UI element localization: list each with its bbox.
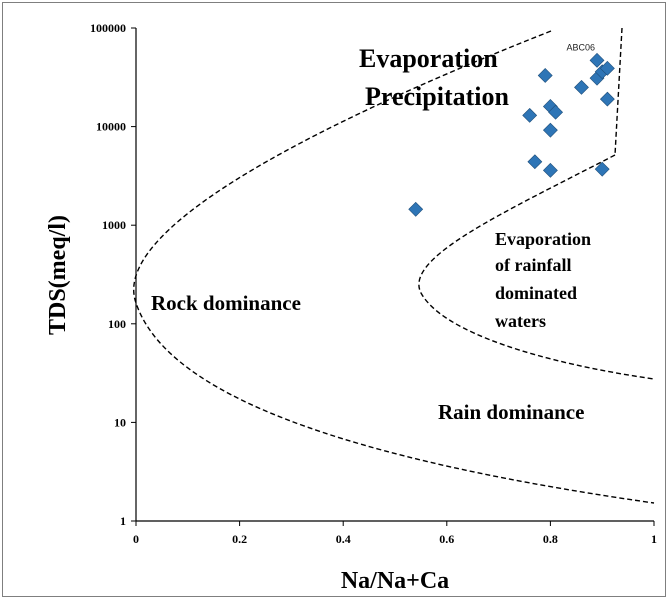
x-tick-label: 1 [651, 532, 657, 546]
rain-dominance-label: Rain dominance [438, 400, 584, 424]
data-point [594, 161, 610, 177]
data-point [522, 107, 538, 123]
rainfall-evaporation-label-3: dominated [495, 283, 577, 303]
data-point [537, 68, 553, 83]
precipitation-region-label: Precipitation [365, 82, 509, 111]
x-tick-label: 0.2 [232, 532, 247, 546]
data-point [527, 154, 543, 170]
data-point [599, 91, 615, 107]
data-point-label: ABC06 [566, 42, 595, 52]
data-point [548, 104, 564, 120]
evaporation-boundary-line [614, 27, 623, 156]
data-point [589, 52, 605, 68]
y-tick-label: 100 [108, 317, 126, 331]
rainfall-evaporation-label-4: waters [495, 311, 546, 331]
axis-ticks: 0 0.2 0.4 0.6 0.8 1 1 10 100 1000 10000 100000 [90, 21, 657, 546]
data-points: ABC06 [408, 42, 615, 217]
rainfall-evaporation-label-1: Evaporation [495, 229, 591, 249]
data-point [542, 162, 558, 178]
data-point [574, 79, 589, 95]
y-tick-label: 10000 [96, 120, 126, 134]
y-tick-label: 1000 [102, 218, 126, 232]
data-point [599, 60, 615, 76]
rock-dominance-label: Rock dominance [151, 291, 301, 315]
data-point [408, 201, 424, 217]
rain-dominance-boundary-curve [418, 154, 655, 380]
y-tick-label: 1 [120, 514, 126, 528]
data-point [542, 122, 558, 138]
rainfall-evaporation-label-2: of rainfall [495, 255, 572, 275]
y-tick-label: 100000 [90, 21, 126, 35]
y-axis-title: TDS(meq/l) [45, 215, 71, 335]
x-axis-title: Na/Na+Ca [341, 568, 449, 594]
x-tick-label: 0 [133, 532, 139, 546]
x-tick-label: 0.8 [543, 532, 558, 546]
x-tick-label: 0.4 [336, 532, 351, 546]
gibbs-diagram-chart: 0 0.2 0.4 0.6 0.8 1 1 10 100 1000 10000 100000 Na/N… [45, 21, 657, 594]
x-tick-label: 0.6 [439, 532, 454, 546]
rock-dominance-boundary-curve [133, 30, 655, 504]
y-tick-label: 10 [114, 415, 126, 429]
evaporation-region-label: Evaporation [359, 44, 498, 73]
